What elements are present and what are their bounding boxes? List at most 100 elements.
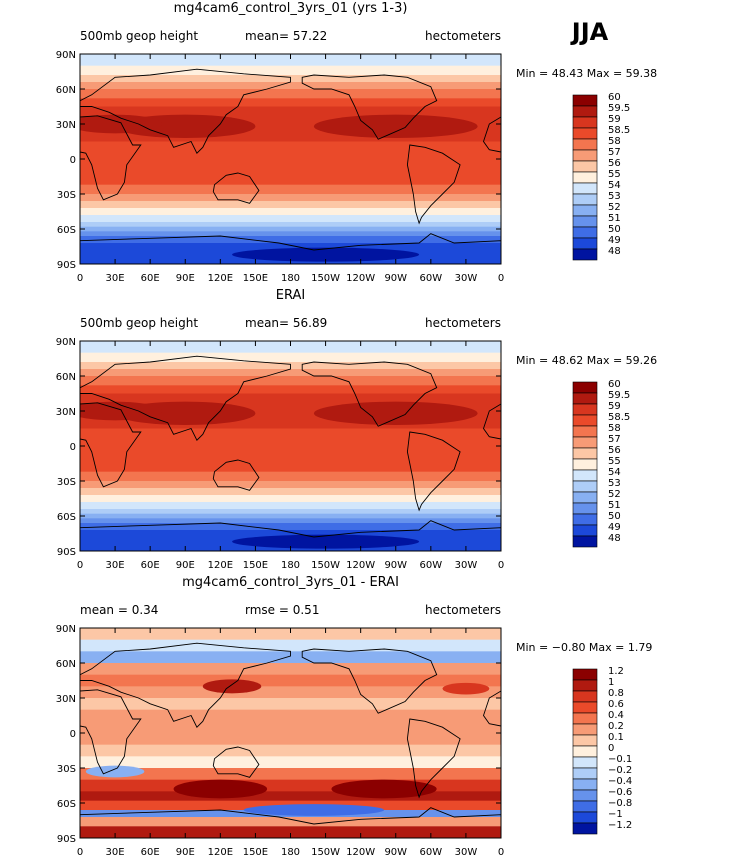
colorbar-label: 52 [608,489,621,500]
x-tick-label: 0 [77,560,83,571]
field-band [80,376,501,386]
field-feature [202,679,262,694]
x-tick-label: 60W [420,560,443,571]
field-band [80,663,501,676]
colorbar-cell [572,491,598,504]
coastline [483,116,501,153]
colorbar-label: 1.2 [608,666,624,677]
x-tick-label: 120W [346,847,375,858]
x-tick-label: 180 [281,560,300,571]
colorbar-label: 50 [608,511,621,522]
colorbar-cell [572,105,598,118]
colorbar-cell [572,513,598,526]
colorbar-cell [572,436,598,449]
colorbar-label: 60 [608,92,621,103]
colorbar-cell [572,723,598,736]
field-band [80,518,501,524]
map-field [80,341,501,551]
colorbar-label: 53 [608,478,621,489]
y-tick-label: 90N [56,624,76,635]
map-field [80,628,501,838]
y-tick-label: 30S [57,764,76,775]
colorbar-label: 57 [608,147,621,158]
field-band [80,768,501,781]
panel-center-label: rmse = 0.51 [245,603,319,617]
colorbar-cell [572,149,598,162]
colorbar-label: 59.5 [608,103,630,114]
colorbar-cell [572,745,598,758]
colorbar-label: 59 [608,401,621,412]
field-band [80,170,501,186]
x-tick-label: 90E [176,273,195,284]
colorbar-label: 60 [608,379,621,390]
x-tick-label: 0 [77,847,83,858]
colorbar-label: 54 [608,467,621,478]
x-tick-label: 30W [455,273,478,284]
panel-center-label: mean= 56.89 [245,316,327,330]
x-tick-label: 30E [106,847,125,858]
colorbar-cell [572,138,598,151]
coastline [301,74,438,140]
field-band [80,471,501,482]
y-tick-label: 90S [57,834,76,845]
field-band [80,208,501,216]
field-band [80,651,501,664]
panel-left-label: 500mb geop height [80,316,198,330]
colorbar-cell [572,403,598,416]
colorbar-cell [572,469,598,482]
colorbar-label: 59.5 [608,390,630,401]
colorbar-cell [572,668,598,681]
field-band [80,698,501,711]
field-band [80,686,501,699]
colorbar-cell [572,778,598,791]
colorbar-label: 56 [608,445,621,456]
field-band [80,89,501,99]
field-band [80,791,501,802]
field-feature [85,765,145,778]
colorbar-cell [572,237,598,250]
colorbar-cell [572,447,598,460]
colorbar-label: 50 [608,224,621,235]
panel-left-label: mean = 0.34 [80,603,158,617]
panel-3: mg4cam6_control_3yrs_01 - ERAI mean = 0.3… [56,575,653,858]
field-band [80,65,501,76]
colorbar-cell [572,811,598,824]
field-band [80,215,501,223]
x-tick-label: 30W [455,847,478,858]
field-band [80,488,501,496]
colorbar-cell [572,193,598,206]
field-band [80,779,501,792]
x-tick-label: 60E [141,273,160,284]
field-band [80,481,501,489]
colorbar-cell [572,502,598,515]
colorbar-cell [572,690,598,703]
colorbar-label: 0.4 [608,710,624,721]
x-tick-label: 150W [311,560,340,571]
colorbar-label: 0 [608,743,614,754]
colorbar-label: 0.2 [608,721,624,732]
field-band [80,98,501,107]
y-tick-label: 60N [56,85,76,96]
field-band [80,194,501,202]
field-feature [243,804,385,816]
field-feature [173,779,268,799]
colorbar-label: 51 [608,213,621,224]
field-band [80,236,501,244]
x-tick-label: 150W [311,273,340,284]
coastline [301,648,438,714]
field-band [80,184,501,195]
x-tick-label: 30W [455,560,478,571]
colorbar-cell [572,127,598,140]
x-tick-label: 150E [243,847,268,858]
colorbar-label: 59 [608,114,621,125]
y-tick-label: 90N [56,337,76,348]
colorbar-label: 49 [608,522,621,533]
colorbar-cell [572,226,598,239]
field-band [80,639,501,652]
colorbar-cell [572,414,598,427]
field-feature [232,534,420,549]
field-band [80,82,501,90]
colorbar-label: 51 [608,500,621,511]
coastline [406,431,461,512]
y-tick-label: 60S [57,799,76,810]
